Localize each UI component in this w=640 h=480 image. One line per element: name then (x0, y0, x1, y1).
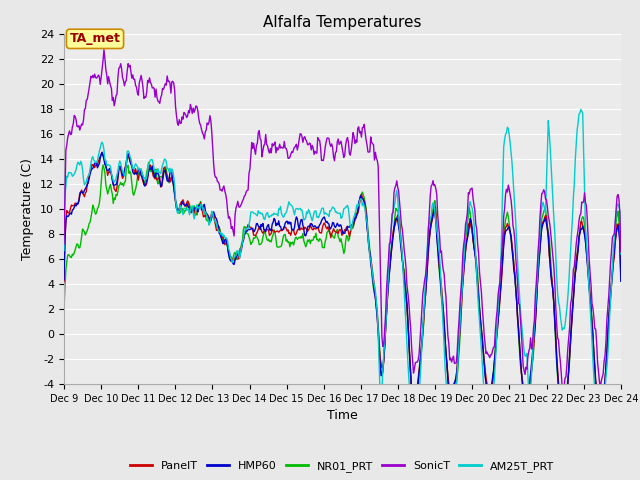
AM25T_PRT (577, 107, 585, 112)
PanelT (596, 415, 604, 421)
HMP60 (558, 415, 566, 420)
PanelT (313, 225, 321, 231)
AM25T_PRT (312, 208, 320, 214)
SonicT (389, 209, 397, 215)
PanelT (389, 230, 397, 236)
PanelT (60, 279, 68, 285)
SonicT (433, 192, 440, 197)
PanelT (617, 273, 625, 278)
Line: HMP60: HMP60 (64, 153, 621, 418)
HMP60 (99, 150, 106, 156)
NR01_PRT (480, 357, 488, 363)
NR01_PRT (596, 413, 604, 419)
Text: TA_met: TA_met (70, 32, 120, 46)
AM25T_PRT (204, 214, 211, 219)
NR01_PRT (204, 218, 212, 224)
NR01_PRT (159, 173, 167, 179)
NR01_PRT (433, 222, 440, 228)
X-axis label: Time: Time (327, 409, 358, 422)
Title: Alfalfa Temperatures: Alfalfa Temperatures (263, 15, 422, 30)
PanelT (480, 359, 488, 364)
HMP60 (313, 225, 321, 231)
PanelT (99, 149, 106, 155)
NR01_PRT (313, 237, 321, 243)
SonicT (313, 150, 321, 156)
HMP60 (389, 233, 397, 239)
PanelT (433, 226, 440, 231)
HMP60 (617, 278, 625, 284)
HMP60 (480, 360, 488, 366)
AM25T_PRT (60, 248, 68, 253)
AM25T_PRT (159, 162, 166, 168)
PanelT (204, 213, 212, 218)
Line: AM25T_PRT: AM25T_PRT (64, 109, 621, 432)
NR01_PRT (60, 306, 68, 312)
Line: PanelT: PanelT (64, 152, 621, 418)
AM25T_PRT (479, 376, 487, 382)
SonicT (617, 249, 625, 255)
HMP60 (60, 277, 68, 283)
PanelT (159, 166, 167, 172)
AM25T_PRT (596, 429, 604, 435)
AM25T_PRT (617, 251, 625, 257)
Legend: PanelT, HMP60, NR01_PRT, SonicT, AM25T_PRT: PanelT, HMP60, NR01_PRT, SonicT, AM25T_P… (126, 457, 559, 477)
HMP60 (204, 214, 212, 219)
NR01_PRT (145, 159, 152, 165)
Line: SonicT: SonicT (64, 49, 621, 389)
SonicT (60, 241, 68, 247)
SonicT (159, 86, 167, 92)
AM25T_PRT (432, 217, 440, 223)
SonicT (559, 386, 567, 392)
AM25T_PRT (388, 215, 396, 221)
SonicT (100, 47, 108, 52)
SonicT (204, 122, 212, 128)
HMP60 (433, 233, 440, 239)
NR01_PRT (617, 272, 625, 277)
HMP60 (159, 169, 167, 175)
NR01_PRT (389, 232, 397, 238)
Y-axis label: Temperature (C): Temperature (C) (22, 158, 35, 260)
Line: NR01_PRT: NR01_PRT (64, 162, 621, 416)
SonicT (480, 331, 488, 337)
